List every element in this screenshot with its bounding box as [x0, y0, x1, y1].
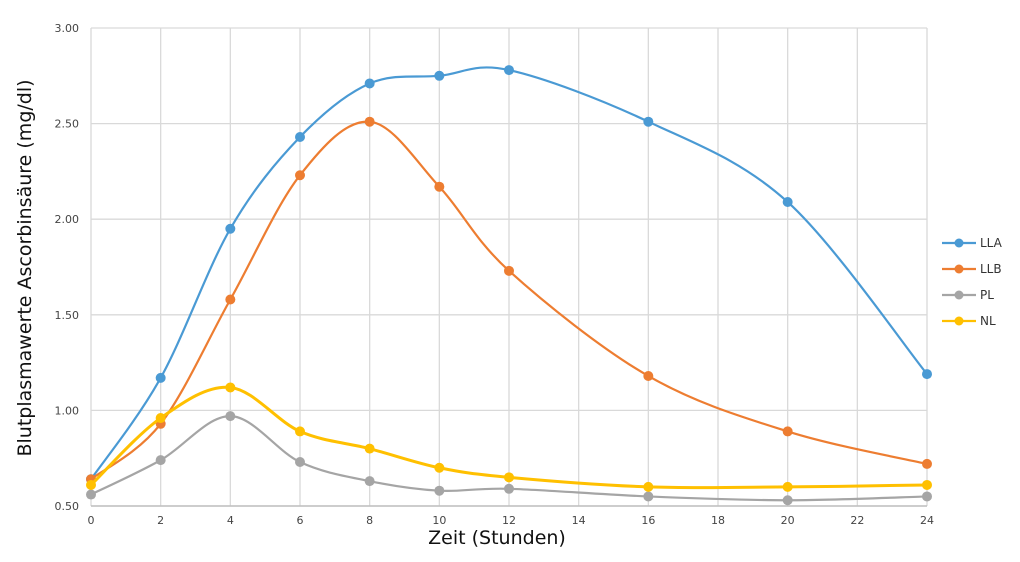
- x-tick-label: 16: [641, 514, 655, 527]
- data-point[interactable]: [86, 489, 96, 500]
- series-pl: [86, 411, 932, 506]
- data-point[interactable]: [434, 462, 445, 473]
- data-point[interactable]: [434, 485, 445, 496]
- x-tick-label: 20: [781, 514, 795, 527]
- data-point[interactable]: [922, 479, 932, 490]
- series-nl: [86, 382, 932, 492]
- data-point[interactable]: [155, 455, 166, 466]
- data-point[interactable]: [504, 483, 514, 494]
- legend-item-lla[interactable]: LLA: [942, 236, 1003, 250]
- data-point[interactable]: [643, 116, 654, 127]
- y-axis-ticks: 0.50 1.00 1.50 2.00 2.50 3.00: [55, 22, 80, 513]
- data-point[interactable]: [364, 476, 375, 487]
- legend-label: NL: [980, 314, 996, 328]
- legend-label: PL: [980, 288, 994, 302]
- legend-item-nl[interactable]: NL: [942, 314, 996, 328]
- y-tick-label: 1.00: [55, 404, 80, 417]
- legend-item-llb[interactable]: LLB: [942, 262, 1002, 276]
- data-point[interactable]: [922, 458, 932, 469]
- x-tick-label: 22: [850, 514, 864, 527]
- x-tick-label: 10: [432, 514, 446, 527]
- x-tick-label: 18: [711, 514, 725, 527]
- data-point[interactable]: [782, 196, 793, 207]
- data-point[interactable]: [504, 265, 514, 276]
- x-tick-label: 6: [297, 514, 304, 527]
- data-point[interactable]: [643, 491, 654, 502]
- x-tick-label: 24: [920, 514, 934, 527]
- y-tick-label: 2.00: [55, 213, 80, 226]
- x-tick-label: 2: [157, 514, 164, 527]
- legend-marker-icon: [954, 238, 964, 248]
- legend: LLA LLB PL NL: [942, 236, 1003, 328]
- data-point[interactable]: [643, 370, 654, 381]
- data-point[interactable]: [434, 70, 445, 81]
- legend-marker-icon: [954, 264, 964, 274]
- data-point[interactable]: [225, 223, 236, 234]
- series-lines: [86, 65, 932, 506]
- x-axis-ticks: 0 2 4 6 8 10 12 14 16 18 20 22 24: [88, 514, 935, 527]
- data-point[interactable]: [434, 181, 445, 192]
- data-point[interactable]: [295, 131, 305, 142]
- data-point[interactable]: [86, 479, 96, 490]
- x-tick-label: 14: [572, 514, 586, 527]
- data-point[interactable]: [643, 481, 654, 492]
- y-tick-label: 2.50: [55, 118, 80, 131]
- data-point[interactable]: [504, 65, 514, 76]
- data-point[interactable]: [225, 411, 236, 422]
- data-point[interactable]: [782, 481, 793, 492]
- data-point[interactable]: [295, 426, 305, 437]
- legend-label: LLA: [980, 236, 1003, 250]
- y-axis-label: Blutplasmawerte Ascorbinsäure (mg/dl): [14, 79, 36, 456]
- x-axis-label: Zeit (Stunden): [428, 527, 566, 549]
- data-point[interactable]: [295, 170, 305, 181]
- data-point[interactable]: [364, 78, 375, 89]
- x-tick-label: 8: [366, 514, 373, 527]
- data-point[interactable]: [295, 457, 305, 468]
- data-point[interactable]: [922, 491, 932, 502]
- data-point[interactable]: [922, 369, 932, 380]
- data-point[interactable]: [155, 372, 166, 383]
- x-tick-label: 4: [227, 514, 234, 527]
- data-point[interactable]: [504, 472, 514, 483]
- y-tick-label: 3.00: [55, 22, 80, 35]
- x-tick-label: 12: [502, 514, 516, 527]
- y-tick-label: 1.50: [55, 309, 80, 322]
- data-point[interactable]: [225, 382, 236, 393]
- data-point[interactable]: [782, 495, 793, 506]
- data-point[interactable]: [155, 413, 166, 424]
- legend-label: LLB: [980, 262, 1002, 276]
- data-point[interactable]: [364, 116, 375, 127]
- data-point[interactable]: [364, 443, 375, 454]
- legend-marker-icon: [954, 316, 964, 326]
- data-point[interactable]: [782, 426, 793, 437]
- legend-item-pl[interactable]: PL: [942, 288, 994, 302]
- data-point[interactable]: [225, 294, 236, 305]
- legend-marker-icon: [954, 290, 964, 300]
- y-tick-label: 0.50: [55, 500, 80, 513]
- x-tick-label: 0: [88, 514, 95, 527]
